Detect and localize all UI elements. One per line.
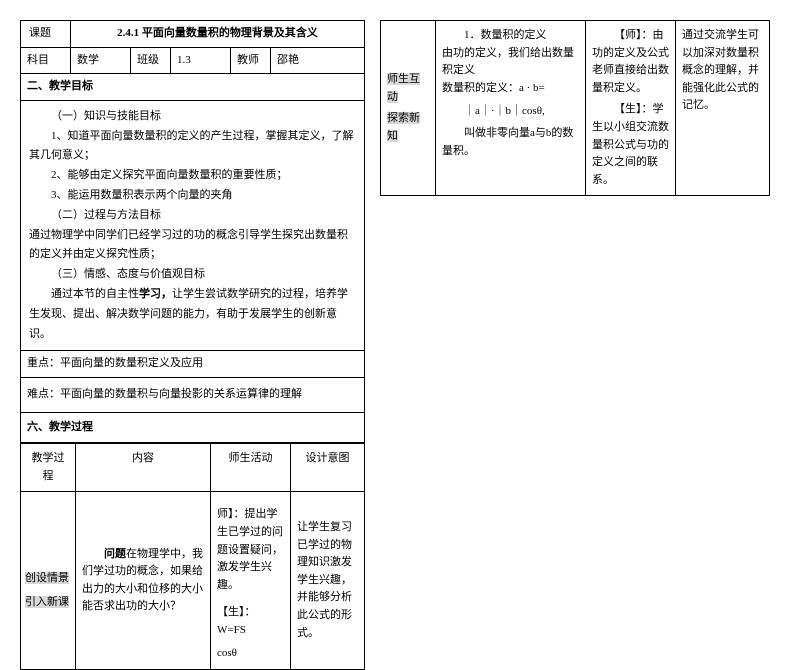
content-cell-1: 问题在物理学中，我们学过功的概念，如果给出力的大小和位移的大小能否求出功的大小？	[76, 492, 211, 670]
goals-p3: 通过本节的自主性学习，让学生尝试数学研究的过程，培养学生发现、提出、解决数学问题…	[29, 285, 356, 344]
content-label: 问题	[104, 548, 126, 560]
r-c3: 数量积的定义：a · b=	[442, 80, 579, 98]
r-phase-cell: 师生互动 探索新知	[381, 21, 436, 196]
col-phase: 教学过程	[21, 444, 76, 492]
teacher-label: 教师	[231, 47, 271, 74]
r-activity-cell: 【师】：由功的定义及公式老师直接给出数量积定义。 【生】：学生以小组交流数量积公…	[586, 21, 676, 196]
content-text: 在物理学中，我们学过功的概念，如果给出力的大小和位移的大小能否求出功的大小？	[82, 548, 203, 613]
goals-p3-title: （三）情感、态度与价值观目标	[29, 265, 356, 285]
goals-p2-title: （二）过程与方法目标	[29, 206, 356, 226]
topic-value: 2.4.1 平面向量数量积的物理背景及其含义	[71, 21, 365, 48]
phase-1a: 创设情景	[25, 572, 69, 584]
activity-a: 师】：提出学生已学过的问题设置疑问，激发学生兴趣。	[217, 506, 284, 594]
r-c5: 叫做非零向量a与b的数量积。	[442, 125, 579, 160]
lesson-header-table: 课题 2.4.1 平面向量数量积的物理背景及其含义 科目 数学 班级 1.3 教…	[20, 20, 365, 443]
goals-p3bold: 学习，	[139, 288, 172, 300]
goals-content: （一）知识与技能目标 1、知道平面向量数量积的定义的产生过程，掌握其定义，了解其…	[21, 100, 365, 351]
goals-p1-title: （一）知识与技能目标	[29, 107, 356, 127]
keypoint: 重点：平面向量的数量积定义及应用	[21, 351, 365, 378]
class-label: 班级	[131, 47, 171, 74]
topic-label: 课题	[21, 21, 71, 48]
teacher-value: 邵艳	[271, 47, 365, 74]
r-phase-b: 探索新知	[387, 112, 420, 142]
col-intent: 设计意图	[291, 444, 365, 492]
activity-b: 【生】：W=FS	[217, 604, 284, 639]
col-activity: 师生活动	[211, 444, 291, 492]
process-title: 六、教学过程	[21, 412, 365, 443]
subject-label: 科目	[21, 47, 71, 74]
goals-p3a: 通过本节的自主性	[51, 288, 139, 300]
r-act-a: 【师】：由功的定义及公式老师直接给出数量积定义。	[592, 27, 669, 97]
activity-c: cosθ	[217, 645, 284, 663]
difficulty: 难点：平面向量的数量积与向量投影的关系运算律的理解	[21, 377, 365, 412]
r-c4: ｜a｜·｜b｜cosθ,	[442, 103, 579, 121]
r-content-cell: 1．数量积的定义 由功的定义，我们给出数量积定义 数量积的定义：a · b= ｜…	[436, 21, 586, 196]
r-c2: 由功的定义，我们给出数量积定义	[442, 45, 579, 80]
intent-cell-1: 让学生复习已学过的物理知识激发学生兴趣，并能够分析此公式的形式。	[291, 492, 365, 670]
r-phase-a: 师生互动	[387, 73, 420, 103]
r-intent-cell: 通过交流学生可以加深对数量积概念的理解，并能强化此公式的记忆。	[676, 21, 770, 196]
col-content: 内容	[76, 444, 211, 492]
r-act-b: 【生】：学生以小组交流数量积公式与功的定义之间的联系。	[592, 101, 669, 189]
goals-title: 二、教学目标	[21, 74, 365, 101]
goals-g1: 1、知道平面向量数量积的定义的产生过程，掌握其定义，了解其几何意义；	[29, 127, 356, 167]
right-table: 师生互动 探索新知 1．数量积的定义 由功的定义，我们给出数量积定义 数量积的定…	[380, 20, 770, 196]
goals-g2: 2、能够由定义探究平面向量数量积的重要性质；	[29, 166, 356, 186]
process-table: 教学过程 内容 师生活动 设计意图 创设情景 引入新课 问题在物理学中，我们学过…	[20, 443, 365, 670]
class-value: 1.3	[171, 47, 231, 74]
activity-cell-1: 师】：提出学生已学过的问题设置疑问，激发学生兴趣。 【生】：W=FS cosθ	[211, 492, 291, 670]
subject-value: 数学	[71, 47, 131, 74]
phase-cell-1: 创设情景 引入新课	[21, 492, 76, 670]
phase-1b: 引入新课	[25, 596, 69, 608]
goals-g3: 3、能运用数量积表示两个向量的夹角	[29, 186, 356, 206]
r-c1: 1．数量积的定义	[442, 27, 579, 45]
goals-p2-text: 通过物理学中同学们已经学习过的功的概念引导学生探究出数量积的定义并由定义探究性质…	[29, 226, 356, 266]
